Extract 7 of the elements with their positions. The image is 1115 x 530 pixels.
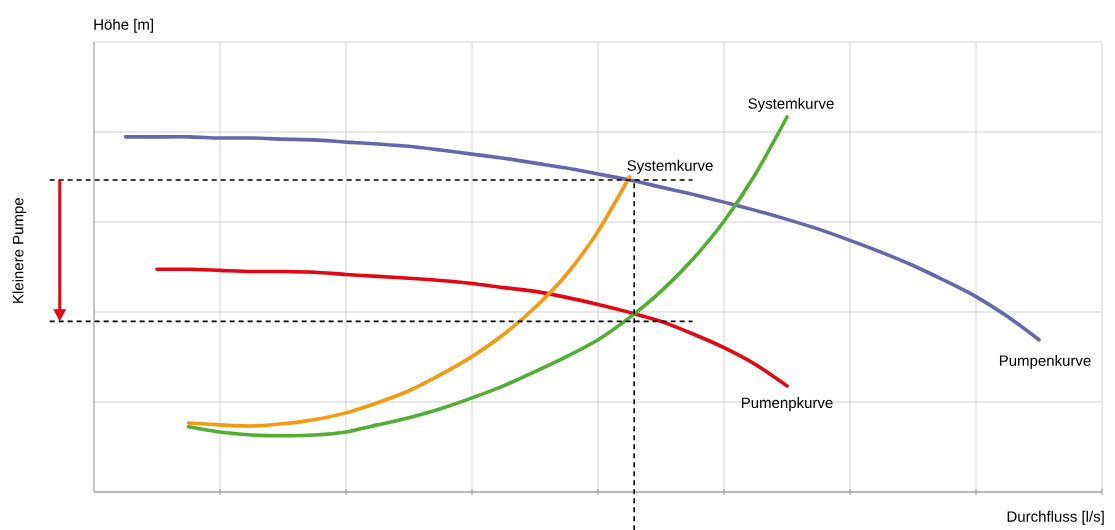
series-label: Pumpenkurve — [999, 354, 1091, 369]
series-label: Pumenpkurve — [741, 397, 833, 412]
text: Höhe [m] — [94, 18, 153, 33]
x-axis-title: Durchfluss [l/s] — [1007, 510, 1104, 525]
text: Kleinere Pumpe — [12, 198, 27, 303]
series-label: Systemkurve — [748, 97, 834, 112]
series-label: Systemkurve — [627, 159, 713, 174]
